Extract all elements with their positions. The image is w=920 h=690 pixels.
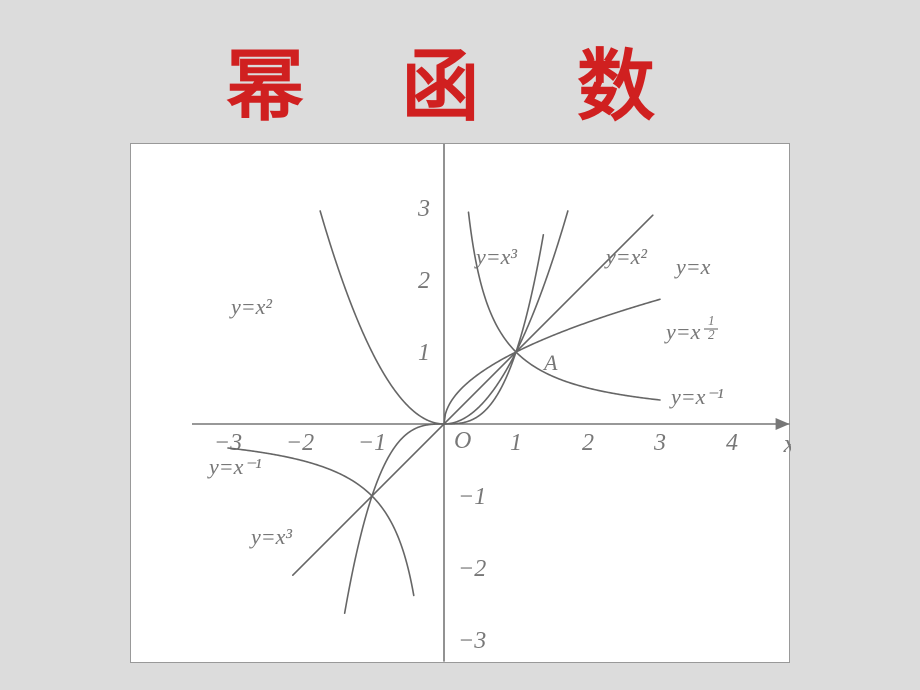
page-title: 幂 函 数 <box>0 24 920 136</box>
y-tick-label: −3 <box>458 628 486 654</box>
x-tick-label: 3 <box>653 430 666 456</box>
y-tick-label: 2 <box>418 268 430 294</box>
power-function-chart: −3−2−11234−3−2−11234Oxyy=xy=x²y=x²y=x³y=… <box>131 144 791 664</box>
curve-label: y=x³ <box>474 244 517 269</box>
y-tick-label: −2 <box>458 556 486 582</box>
y-tick-label: 4 <box>418 144 430 150</box>
chart-panel: −3−2−11234−3−2−11234Oxyy=xy=x²y=x²y=x³y=… <box>130 143 790 663</box>
curve-label: y=x⁻¹ <box>207 454 262 479</box>
curve-y=x^2_R <box>444 211 568 424</box>
curve-label: y=x² <box>229 294 272 319</box>
x-tick-label: 4 <box>726 430 738 456</box>
curve-label: y=x⁻¹ <box>669 384 724 409</box>
x-tick-label: −1 <box>358 430 386 456</box>
y-tick-label: 3 <box>417 196 430 222</box>
curve-label: y=x <box>674 254 711 279</box>
curve-label: y=x² <box>604 244 647 269</box>
curve-label: y=x <box>664 319 701 344</box>
x-tick-label: 2 <box>582 430 594 456</box>
curve-label: y=x³ <box>249 524 292 549</box>
point-A-label: A <box>542 350 558 375</box>
curve-y=x^2_L <box>320 211 444 424</box>
y-tick-label: 1 <box>418 340 430 366</box>
x-tick-label: 1 <box>510 430 522 456</box>
x-tick-label: −3 <box>214 430 242 456</box>
curve-label-exp-den: 2 <box>708 327 715 342</box>
x-axis-label: x <box>783 429 791 458</box>
curve-y=x <box>293 215 653 575</box>
y-tick-label: −1 <box>458 484 486 510</box>
x-tick-label: −2 <box>286 430 314 456</box>
origin-label: O <box>454 428 471 454</box>
curve-label-exp-num: 1 <box>708 313 715 328</box>
